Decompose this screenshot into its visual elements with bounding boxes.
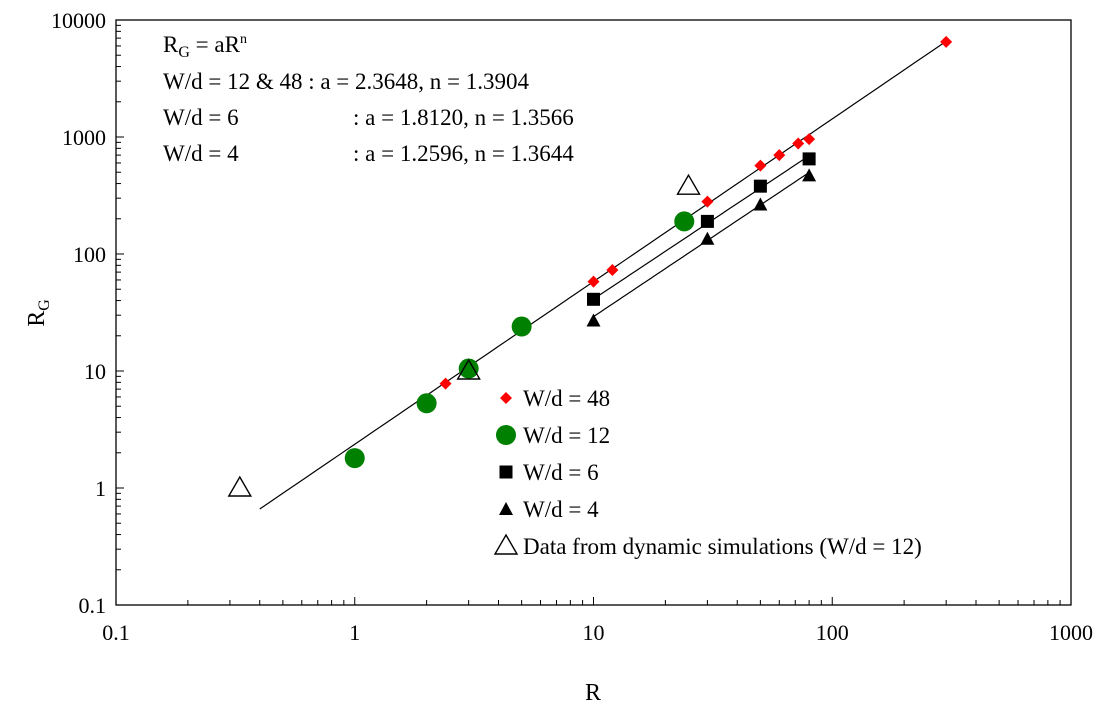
fit-label-4: W/d = 4 bbox=[163, 141, 239, 166]
data-markers bbox=[227, 35, 953, 497]
data-point-series-0 bbox=[792, 137, 805, 150]
y-tick-label: 10 bbox=[84, 359, 106, 384]
data-point-series-3 bbox=[753, 197, 768, 211]
data-point-series-2 bbox=[700, 214, 714, 228]
legend-marker bbox=[493, 533, 519, 555]
x-tick-label: 1000 bbox=[1049, 620, 1093, 645]
data-point-series-0 bbox=[940, 35, 953, 48]
data-point-series-3 bbox=[700, 231, 715, 245]
data-point-series-0 bbox=[606, 263, 619, 276]
legend-label: W/d = 48 bbox=[523, 386, 610, 411]
fit-params-4: : a = 1.2596, n = 1.3644 bbox=[353, 141, 574, 166]
data-point-series-0 bbox=[803, 133, 816, 146]
legend-label: W/d = 6 bbox=[523, 460, 599, 485]
data-point-series-0 bbox=[587, 275, 600, 288]
x-tick-label: 1 bbox=[349, 620, 360, 645]
legend: W/d = 48 W/d = 12 W/d = 6 W/d = 4 Data from … bbox=[493, 386, 922, 559]
y-axis-title: RG bbox=[24, 299, 53, 327]
axis-ticks bbox=[115, 19, 1072, 606]
data-point-series-2 bbox=[753, 179, 767, 193]
y-tick-label: 1000 bbox=[62, 125, 106, 150]
legend-marker bbox=[496, 425, 516, 445]
y-tick-label: 10000 bbox=[51, 8, 106, 33]
formula-text: RG = aRn bbox=[163, 32, 247, 61]
y-tick-label: 100 bbox=[73, 242, 106, 267]
legend-marker bbox=[499, 465, 513, 479]
legend-label: Data from dynamic simulations (W/d = 12) bbox=[523, 534, 922, 559]
legend-label: W/d = 12 bbox=[523, 423, 610, 448]
fit-label-6: W/d = 6 bbox=[163, 105, 239, 130]
legend-marker bbox=[500, 392, 512, 404]
x-axis-title: R bbox=[585, 680, 601, 706]
data-point-series-0 bbox=[754, 159, 767, 172]
x-tick-label: 0.1 bbox=[102, 620, 130, 645]
data-point-series-2 bbox=[802, 152, 816, 166]
data-point-series-2 bbox=[587, 292, 600, 306]
x-tick-label: 100 bbox=[816, 620, 849, 645]
data-point-series-4 bbox=[456, 358, 481, 380]
x-tick-label: 10 bbox=[583, 620, 605, 645]
data-point-series-4 bbox=[676, 173, 701, 195]
data-point-series-0 bbox=[701, 195, 714, 208]
data-point-series-1 bbox=[416, 393, 437, 414]
data-point-series-4 bbox=[227, 475, 253, 497]
fit-annotation: RG = aRn W/d = 12 & 48 : a = 2.3648, n =… bbox=[163, 32, 574, 166]
data-point-series-0 bbox=[773, 149, 786, 162]
data-point-series-3 bbox=[802, 168, 817, 182]
fit-curve bbox=[259, 40, 947, 510]
tick-labels: 0.1 1 10 100 1000 0.1 1 10 100 1000 10000 bbox=[51, 8, 1093, 645]
fit-params-6: : a = 1.8120, n = 1.3566 bbox=[353, 105, 574, 130]
data-point-series-0 bbox=[439, 377, 452, 390]
data-point-series-1 bbox=[458, 358, 479, 379]
data-point-series-1 bbox=[511, 316, 532, 337]
fit-line-12-48: W/d = 12 & 48 : a = 2.3648, n = 1.3904 bbox=[163, 69, 530, 94]
data-point-series-1 bbox=[674, 211, 695, 232]
legend-marker bbox=[499, 502, 513, 515]
data-point-series-1 bbox=[344, 448, 365, 469]
y-tick-label: 0.1 bbox=[79, 593, 107, 618]
data-point-series-3 bbox=[586, 313, 601, 327]
y-tick-label: 1 bbox=[95, 476, 106, 501]
legend-label: W/d = 4 bbox=[523, 497, 599, 522]
